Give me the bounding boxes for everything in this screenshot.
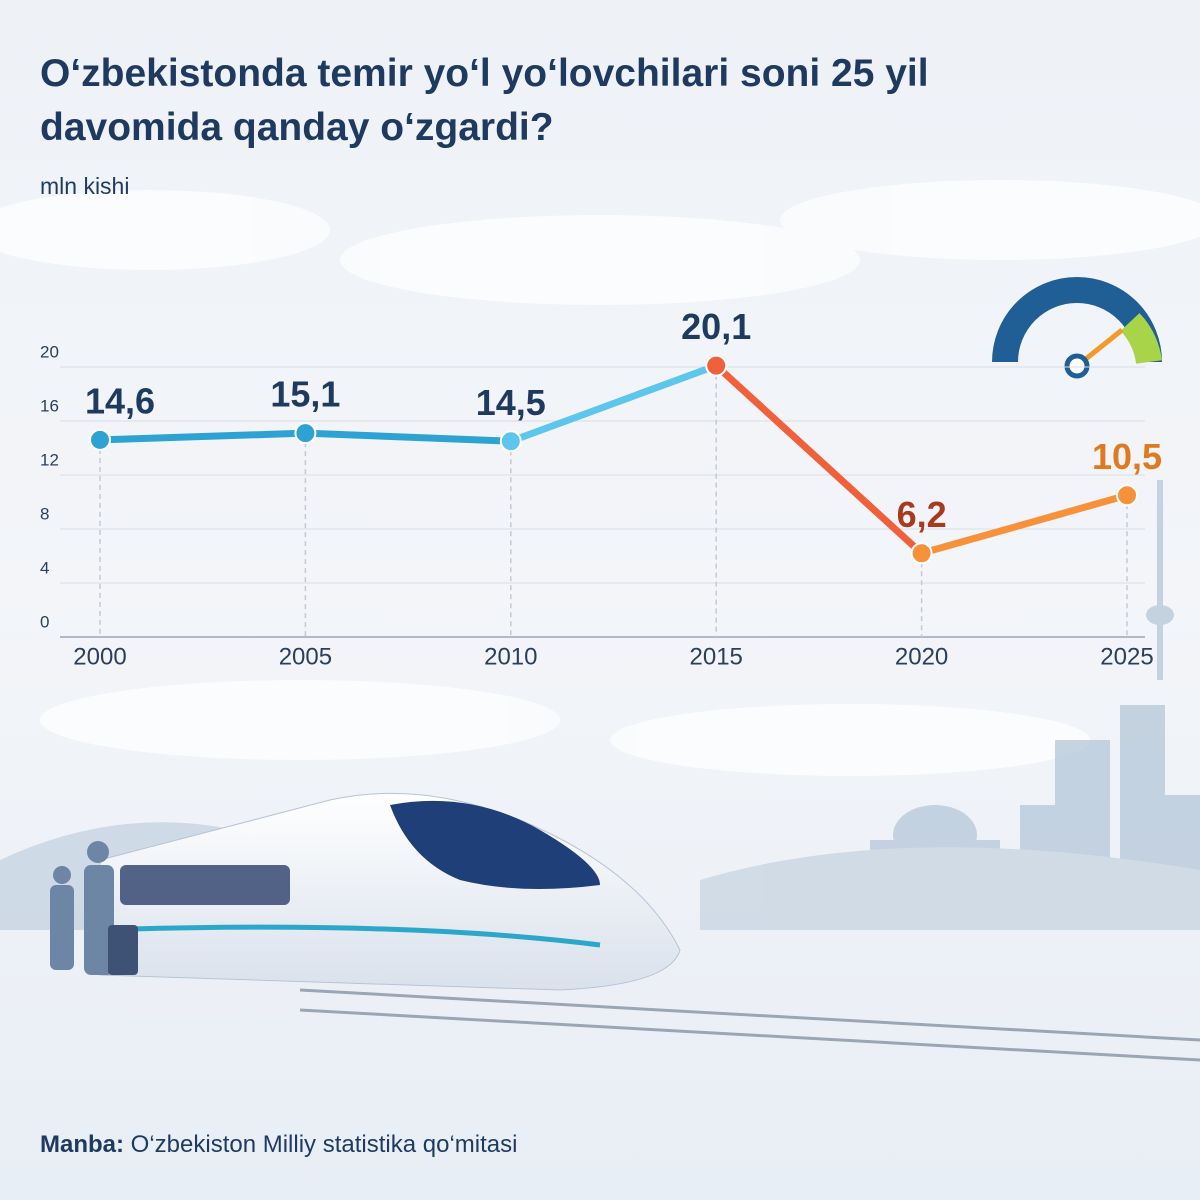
x-tick-label: 2020	[895, 643, 948, 670]
y-tick-label: 16	[40, 396, 59, 415]
y-tick-label: 8	[40, 504, 49, 523]
value-label: 6,2	[897, 494, 947, 535]
value-label: 10,5	[1092, 436, 1162, 477]
line-segment	[507, 362, 720, 445]
x-tick-label: 2000	[73, 643, 126, 670]
point	[89, 428, 111, 451]
city	[0, 480, 1200, 930]
x-tick-label: 2025	[1100, 643, 1153, 670]
train	[99, 792, 681, 991]
x-tick-label: 2015	[690, 643, 743, 670]
line-segment	[301, 429, 515, 445]
x-tick-label: 2005	[279, 643, 332, 670]
y-tick-label: 20	[40, 342, 59, 361]
source-label: Manba:	[40, 1131, 124, 1158]
point	[705, 354, 728, 377]
y-tick-label: 0	[40, 612, 49, 631]
y-tick-label: 4	[40, 558, 49, 577]
value-label: 20,1	[681, 306, 751, 347]
plot: 0 4 8 12 16 20 2000 2005 2010 2015 2020 2025 14,6 15,…	[40, 306, 1162, 670]
value-label: 14,5	[476, 382, 546, 423]
value-label: 15,1	[270, 374, 340, 415]
line-segment	[96, 429, 309, 444]
line-segment	[918, 491, 1131, 557]
source-text: O‘zbekiston Milliy statistika qo‘mitasi	[131, 1131, 518, 1158]
chart-subtitle: mln kishi	[40, 173, 129, 199]
point	[294, 422, 317, 445]
x-tick-label: 2010	[484, 643, 537, 670]
chart-title: O‘zbekistonda temir yo‘l yo‘lovchilari s…	[40, 52, 929, 149]
passengers	[50, 841, 138, 975]
point	[1116, 484, 1138, 507]
source: Manba: O‘zbekiston Milliy statistika qo‘…	[40, 1131, 517, 1158]
y-tick-label: 12	[40, 450, 59, 469]
line-segment	[712, 362, 926, 557]
clouds	[0, 180, 1200, 776]
point	[499, 430, 522, 453]
value-label: 14,6	[85, 380, 155, 421]
point	[910, 542, 933, 565]
rails	[299, 988, 1200, 1062]
gauge-icon	[992, 277, 1162, 379]
